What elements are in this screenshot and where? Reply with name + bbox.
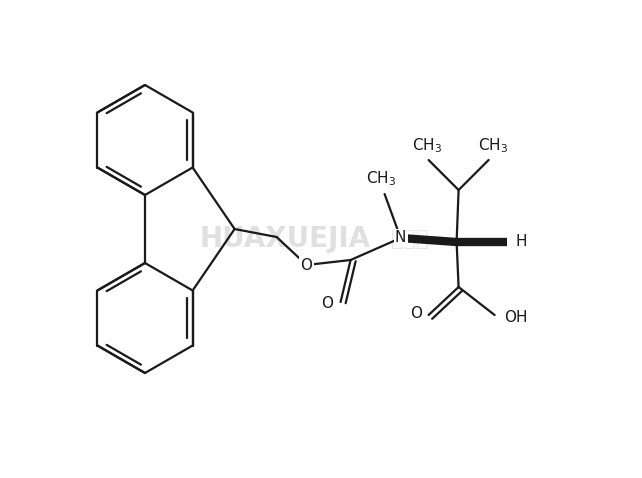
Text: CH$_3$: CH$_3$ (478, 137, 508, 155)
Text: O: O (322, 296, 334, 312)
Text: OH: OH (505, 309, 528, 325)
Text: O: O (411, 306, 422, 322)
Text: HUAXUEJIA: HUAXUEJIA (200, 225, 370, 253)
Text: 化学加: 化学加 (391, 229, 429, 249)
Text: N: N (395, 230, 406, 246)
Text: H: H (516, 235, 527, 250)
Text: CH$_3$: CH$_3$ (412, 137, 442, 155)
Text: CH$_3$: CH$_3$ (365, 170, 395, 188)
Text: O: O (300, 258, 313, 272)
